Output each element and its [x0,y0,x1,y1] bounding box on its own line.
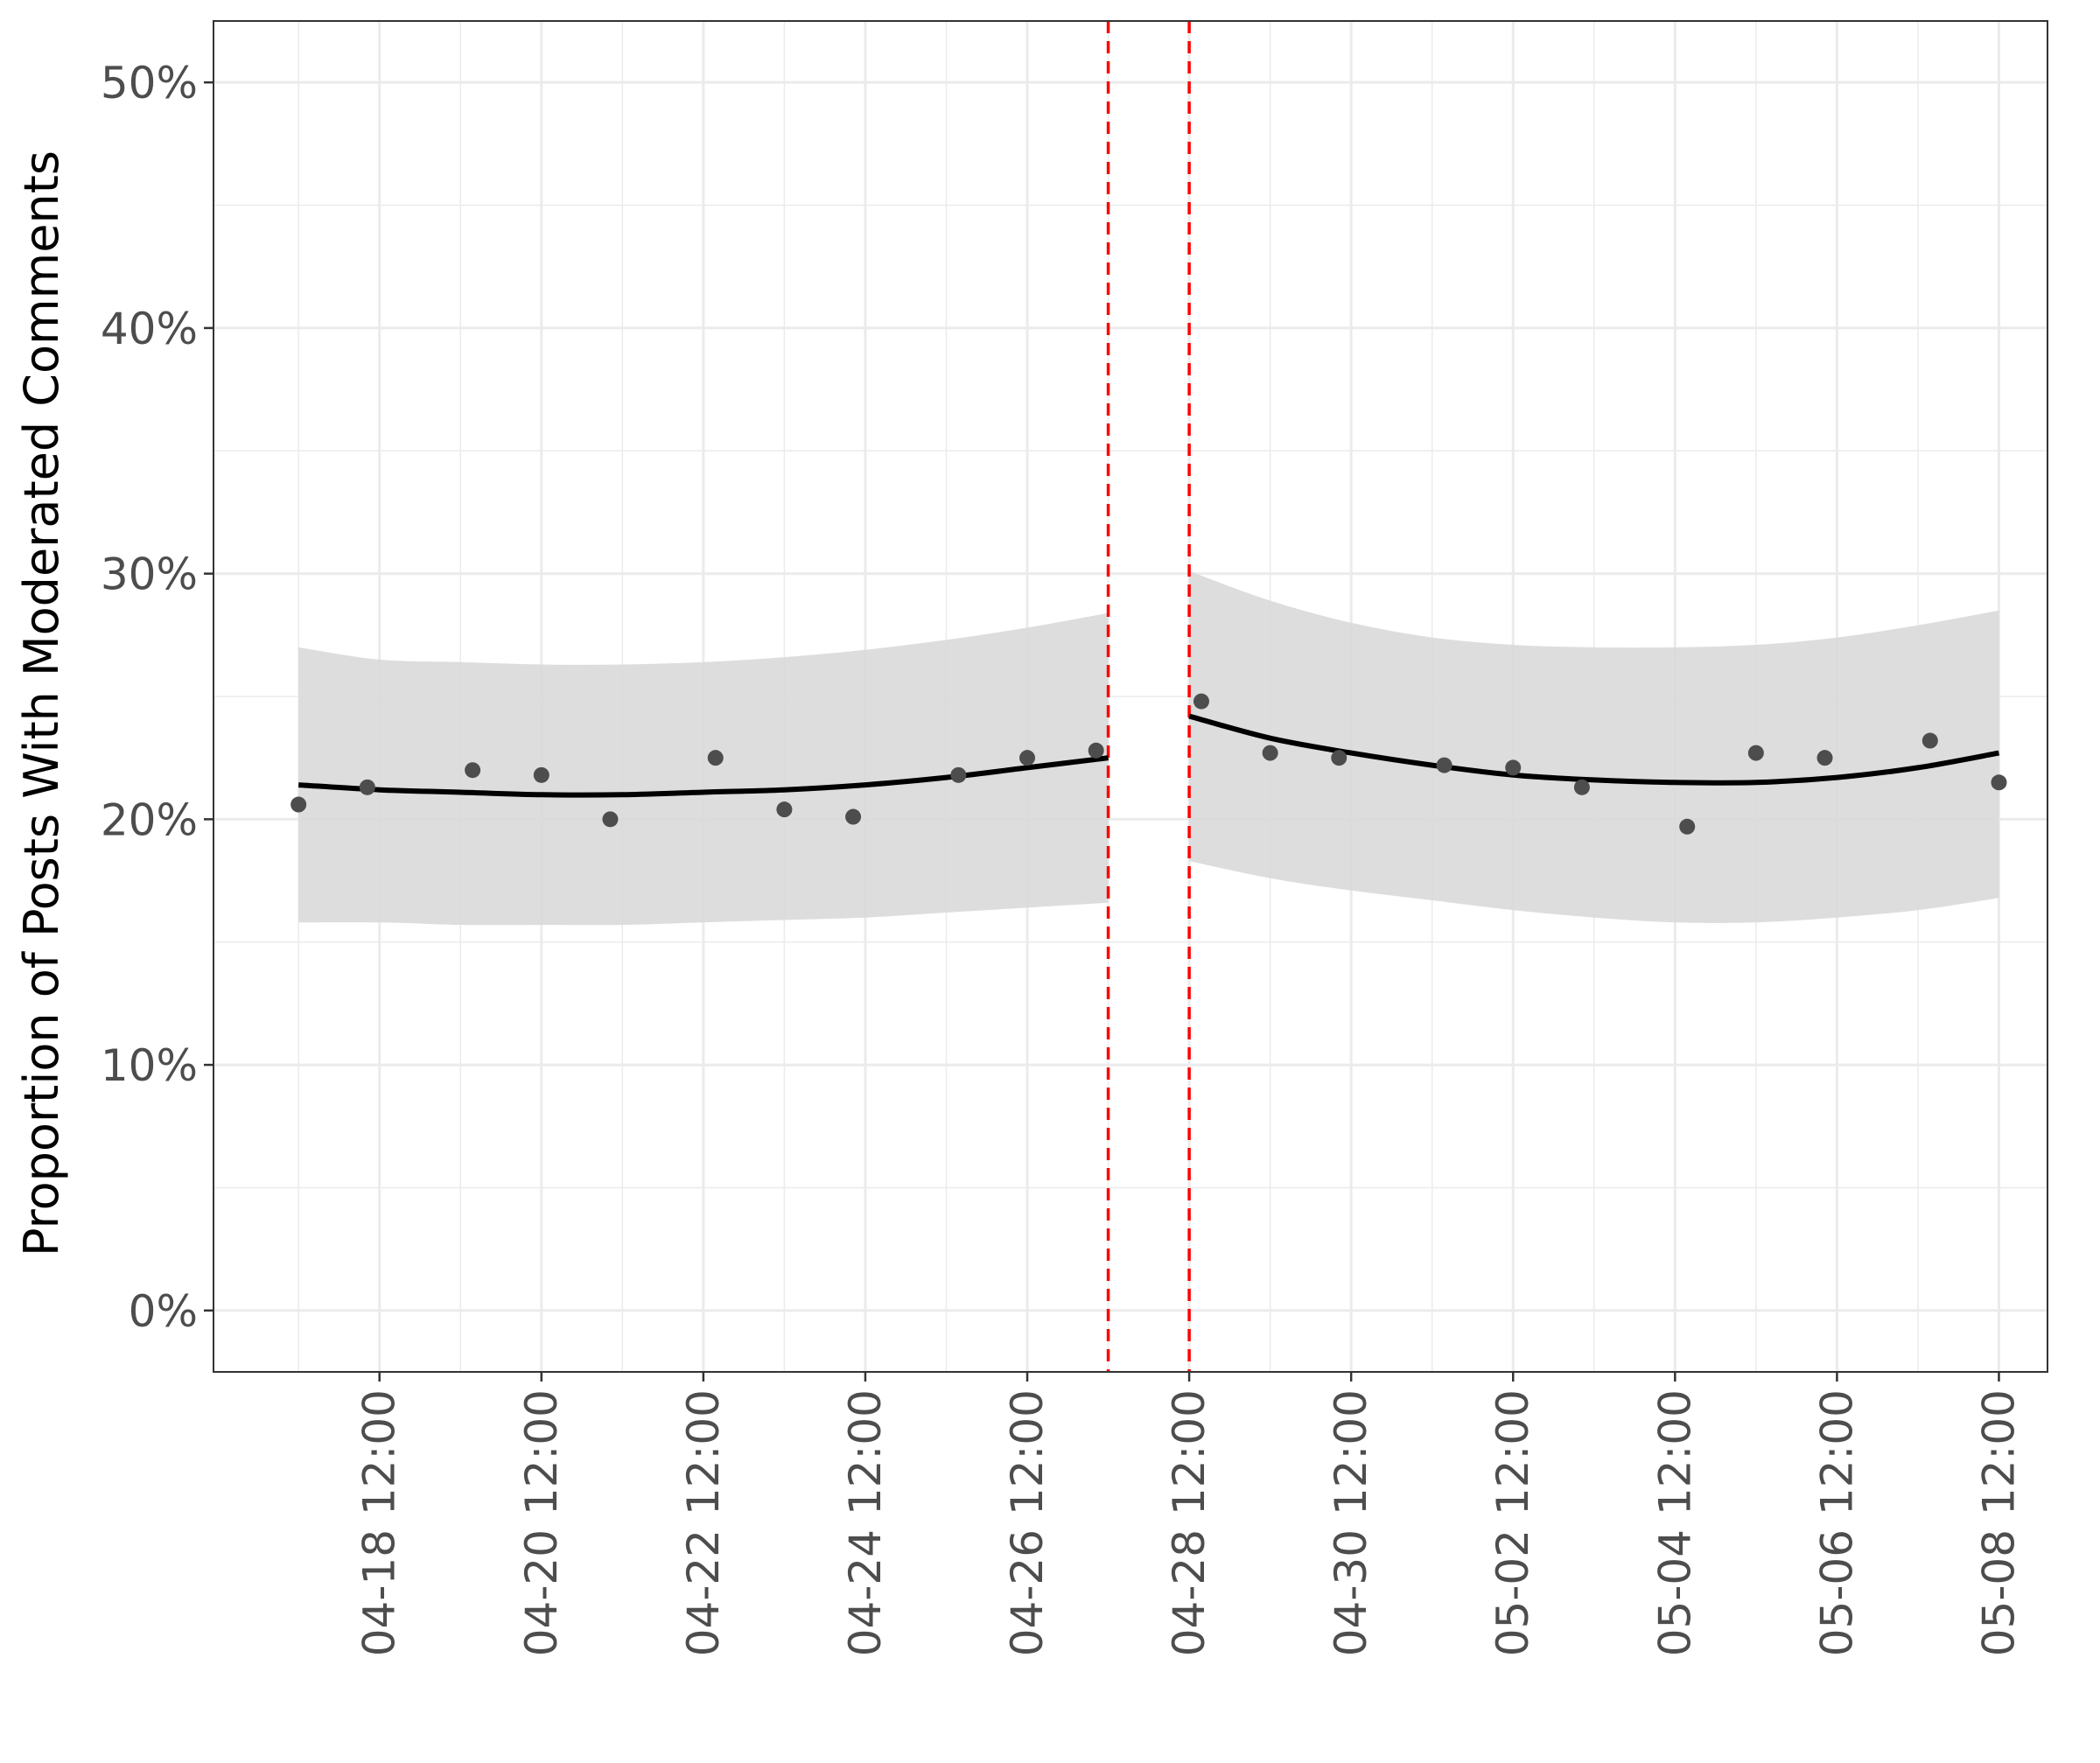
y-axis: 0% 10% 20% 30% 40% 50% [101,58,214,1337]
y-tick-label: 50% [101,58,198,108]
data-point [707,750,724,766]
data-point [776,801,793,818]
x-axis: 04-18 12:00 04-20 12:00 04-22 12:00 04-24 1… [354,1372,2025,1656]
y-tick-label: 40% [101,304,198,354]
data-point [1436,757,1452,773]
x-tick-label: 05-06 12:00 [1811,1389,1862,1656]
data-point [1991,774,2007,791]
x-tick-label: 04-28 12:00 [1164,1389,1214,1656]
data-points [290,693,2007,835]
x-tick-label: 05-02 12:00 [1488,1389,1538,1656]
y-tick-label: 0% [129,1286,198,1337]
data-point [359,779,375,795]
y-tick-label: 20% [101,794,198,845]
y-tick-label: 10% [101,1040,198,1091]
x-tick-label: 05-04 12:00 [1649,1389,1700,1656]
data-point [1816,750,1833,766]
x-tick-label: 04-20 12:00 [516,1389,567,1656]
x-tick-label: 04-24 12:00 [840,1389,891,1656]
confidence-bands [298,570,1999,926]
y-tick-label: 30% [101,549,198,600]
data-point [1088,742,1104,759]
data-point [533,766,550,783]
confidence-band-1 [298,612,1109,926]
data-point [1573,779,1590,795]
data-point [1019,750,1036,766]
y-axis-title: Proportion of Posts With Moderated Comme… [14,150,69,1256]
x-tick-label: 04-18 12:00 [354,1389,405,1656]
data-point [950,766,967,783]
plot-panel-border [213,20,2048,1373]
x-tick-label: 04-30 12:00 [1326,1389,1376,1656]
x-tick-label: 05-08 12:00 [1974,1389,2025,1656]
data-point [465,762,481,779]
data-point [1262,745,1278,761]
reference-lines [1106,21,1191,1372]
data-point [1679,818,1696,835]
fit-line-2 [1188,713,2000,786]
data-point [1331,750,1348,766]
data-point [1747,745,1764,761]
data-point [1193,693,1209,710]
x-tick-label: 04-22 12:00 [678,1389,729,1656]
data-point [1922,732,1938,749]
x-tick-label: 04-26 12:00 [1002,1389,1053,1656]
data-point [290,796,307,813]
fit-lines [298,713,2000,798]
fit-line-1 [298,755,1109,798]
data-point [602,811,619,828]
confidence-band-2 [1189,570,1999,923]
data-point [1505,759,1522,776]
data-point [845,808,862,825]
